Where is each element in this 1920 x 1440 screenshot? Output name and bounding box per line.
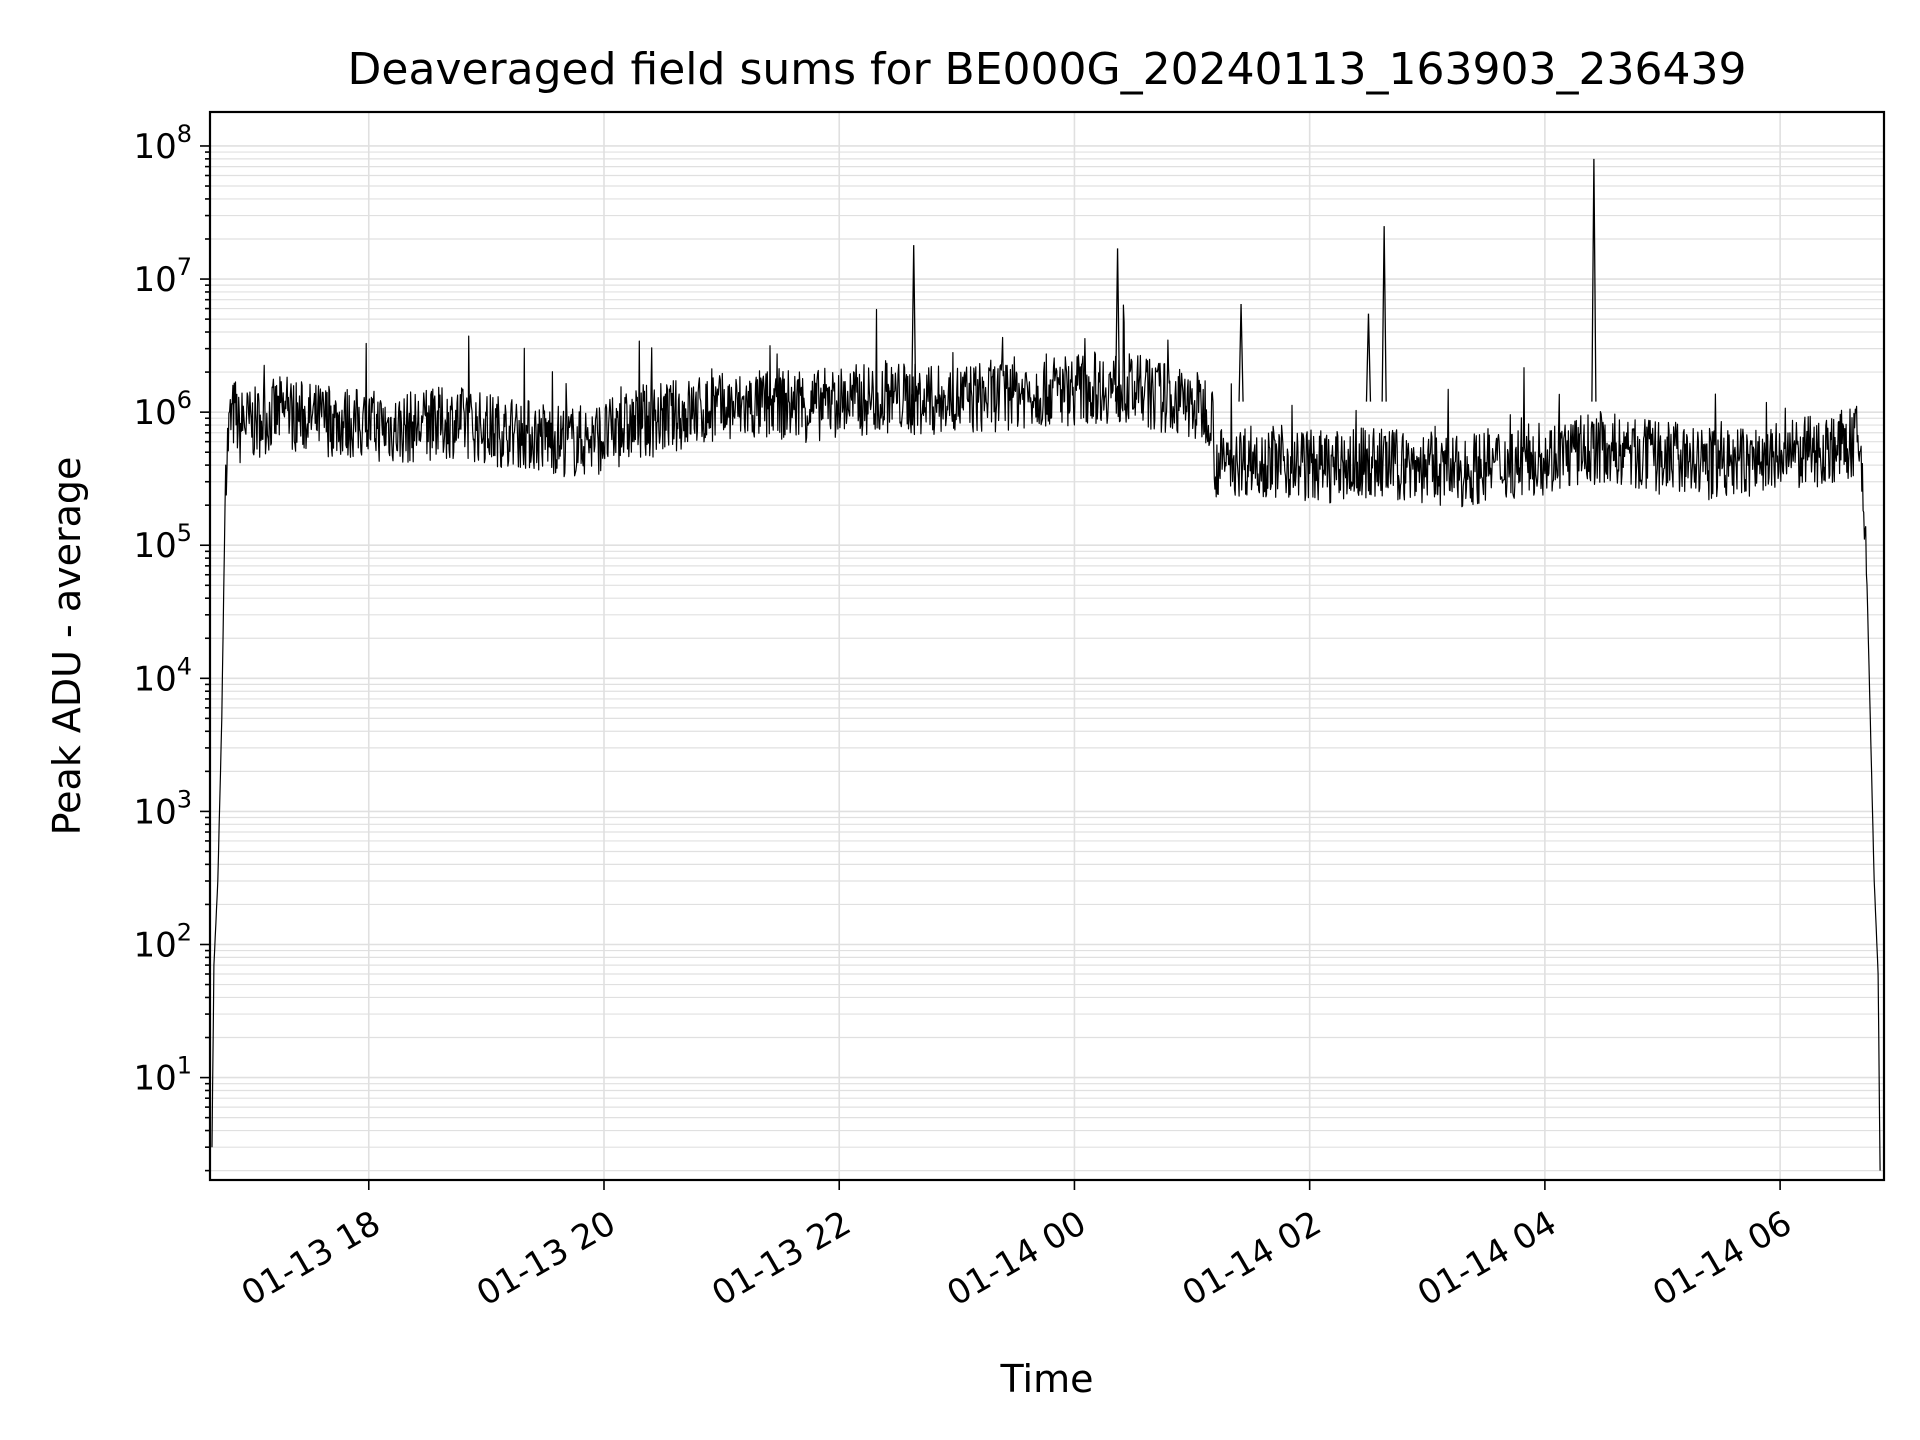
grid-lines <box>210 112 1884 1180</box>
data-spike <box>1114 248 1121 402</box>
data-spike <box>1238 303 1244 402</box>
y-tick-label: 106 <box>133 386 192 433</box>
data-layer <box>211 158 1881 1171</box>
y-tick-label: 105 <box>133 519 192 566</box>
y-tick-label: 104 <box>133 652 192 699</box>
y-axis: 101 102 103 104 105 106 107 108 <box>133 120 210 1172</box>
y-tick-label: 101 <box>133 1052 192 1099</box>
data-spike <box>1365 313 1372 402</box>
y-tick-label: 107 <box>133 253 192 300</box>
x-axis-label: Time <box>1000 1357 1094 1401</box>
plot-frame <box>208 110 1886 1182</box>
series-line <box>211 304 1881 1171</box>
data-spike <box>911 245 917 402</box>
chart-title: Deaveraged field sums for BE000G_2024011… <box>348 44 1747 95</box>
y-tick-label: 103 <box>133 785 192 832</box>
y-axis-label: Peak ADU - average <box>45 457 89 836</box>
data-spike <box>1591 158 1597 402</box>
y-tick-label: 108 <box>133 120 192 167</box>
y-tick-label: 102 <box>133 918 192 965</box>
data-spike <box>1381 226 1387 402</box>
